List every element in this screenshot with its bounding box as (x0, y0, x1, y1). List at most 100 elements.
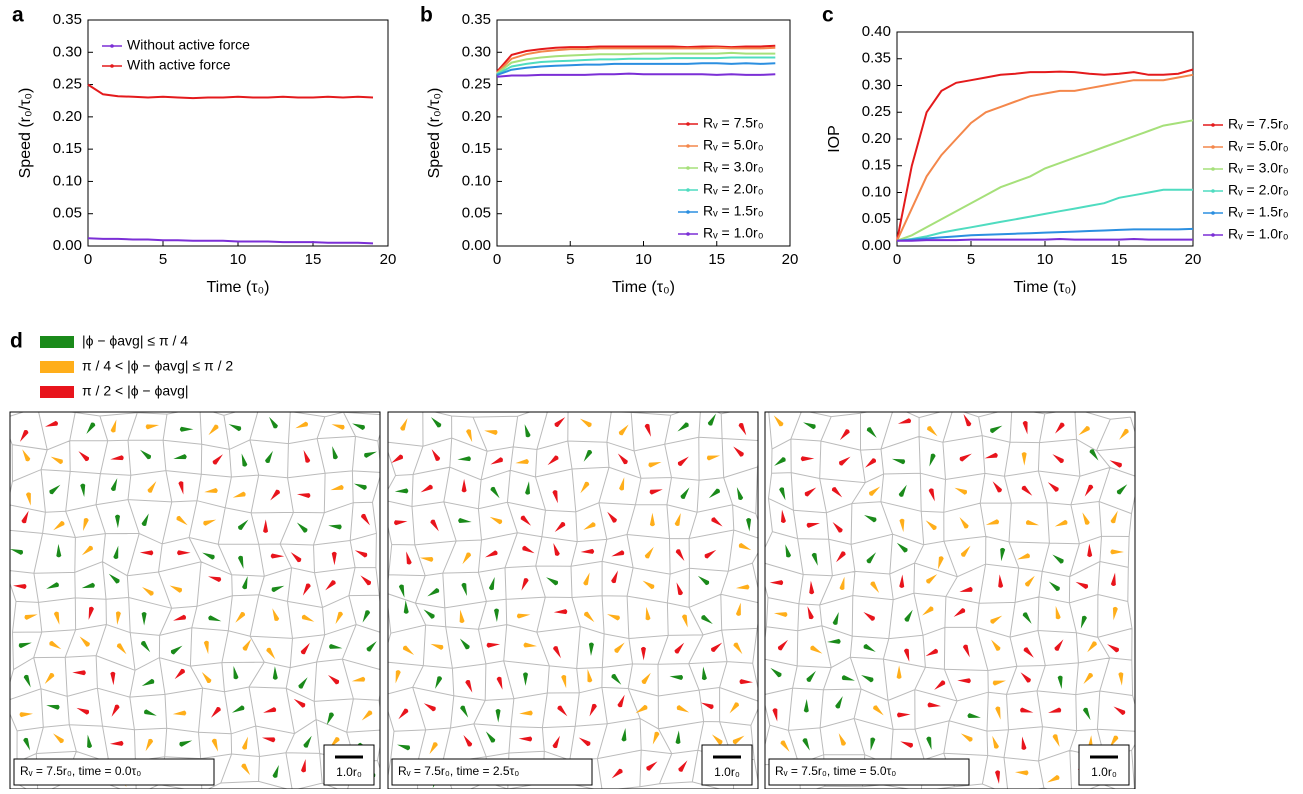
caption: Rᵥ = 7.5r₀, time = 0.0τ₀ (20, 764, 141, 778)
cell-polarity (1083, 707, 1091, 721)
cell-polarity (521, 578, 529, 591)
legend-dot (1211, 233, 1215, 237)
cell-polarity (431, 449, 441, 461)
x-tick-label: 0 (893, 251, 901, 268)
cell-polarity (838, 733, 847, 746)
cell-polarity (578, 737, 591, 747)
cell-polarity (302, 583, 311, 596)
cell-polarity (202, 552, 215, 560)
cell-polarity (1047, 775, 1060, 783)
cell-polarity (587, 669, 593, 683)
cell-polarity (735, 584, 750, 590)
legend-dot (686, 144, 690, 148)
cell-polarity (110, 671, 116, 686)
legend-dot (686, 232, 690, 236)
cell-polarity (400, 418, 408, 431)
cell-polarity (406, 551, 412, 565)
cell-polarity (172, 710, 187, 716)
cell-polarity (773, 612, 788, 618)
cell-polarity (959, 586, 973, 592)
cell-polarity (1083, 672, 1093, 684)
cell-polarity (738, 423, 747, 436)
cell-polarity (642, 580, 655, 590)
x-tick-label: 15 (708, 251, 725, 268)
cell-polarity (351, 676, 366, 682)
cell-polarity (19, 712, 33, 718)
cell-polarity (496, 676, 503, 690)
cell-polarity (108, 573, 120, 584)
cell-polarity (238, 555, 244, 569)
scale-box (701, 744, 753, 786)
cell-polarity (1052, 734, 1060, 747)
cell-polarity (677, 456, 689, 467)
cell-polarity (832, 611, 839, 625)
cell-polarity (423, 703, 436, 712)
y-tick-label: 0.25 (862, 103, 891, 120)
cell-polarity (865, 458, 877, 468)
cell-polarity (110, 419, 117, 433)
cell-polarity (242, 638, 252, 651)
cell-polarity (141, 513, 149, 526)
cell-polarity (732, 735, 745, 745)
cell-polarity (606, 614, 620, 621)
caption-box (391, 758, 593, 786)
cell-polarity (211, 738, 219, 752)
cell-polarity (869, 486, 881, 496)
caption: Rᵥ = 7.5r₀, time = 5.0τ₀ (775, 764, 896, 778)
legend-dot (686, 166, 690, 170)
cell-polarity (515, 459, 529, 464)
cell-polarity (991, 639, 1001, 651)
y-tick-label: 0.30 (462, 43, 491, 60)
cell-polarity (23, 674, 31, 688)
cell-polarity (739, 679, 753, 685)
cell-polarity (238, 519, 249, 530)
scale-box (1078, 744, 1130, 786)
cell-polarity (1082, 512, 1090, 525)
legend-dot (1211, 211, 1215, 215)
cell-polarity (266, 647, 276, 660)
cell-polarity (210, 707, 221, 718)
cell-polarity (270, 489, 280, 501)
cell-polarity (583, 522, 596, 530)
cell-polarity (785, 544, 792, 558)
cell-polarity (233, 665, 239, 680)
cell-polarity (899, 574, 905, 588)
cell-polarity (1048, 707, 1062, 713)
cell-polarity (802, 738, 810, 751)
cell-polarity (1110, 572, 1116, 586)
cell-polarity (1107, 644, 1119, 653)
cell-image (765, 412, 1135, 789)
cell-polarity (1022, 421, 1028, 435)
cell-polarity (142, 586, 154, 596)
cell-polarity (326, 712, 335, 726)
cell-polarity (896, 542, 908, 553)
cell-polarity (518, 736, 533, 742)
cell-polarity (863, 611, 875, 621)
x-tick-label: 20 (782, 251, 799, 268)
cell-polarity (984, 452, 998, 459)
cell-polarity (493, 608, 499, 622)
scale-label: 1.0r₀ (1091, 765, 1117, 779)
cell-polarity (290, 552, 302, 563)
y-tick-label: 0.25 (53, 76, 82, 93)
legend-swatch (40, 361, 74, 373)
cell-polarity (53, 733, 64, 744)
cell-polarity (641, 672, 651, 684)
cell-polarity (1015, 770, 1029, 776)
cell-polarity (777, 639, 788, 651)
y-axis-label: Speed (r₀/τ₀) (426, 88, 443, 179)
cell-polarity (328, 674, 340, 685)
cell-polarity (362, 610, 371, 623)
cell-polarity (353, 483, 367, 490)
cell-polarity (457, 456, 471, 462)
cell-polarity (648, 461, 662, 468)
cell-polarity (866, 552, 877, 564)
cell-polarity (53, 611, 60, 625)
legend-label: Rᵥ = 3.0r₀ (703, 159, 764, 175)
cell-polarity (700, 702, 714, 710)
cell-polarity (208, 424, 219, 436)
cell-polarity (870, 581, 880, 594)
cell-polarity (13, 584, 27, 590)
cell-polarity (110, 478, 118, 491)
cell-polarity (1055, 422, 1065, 434)
